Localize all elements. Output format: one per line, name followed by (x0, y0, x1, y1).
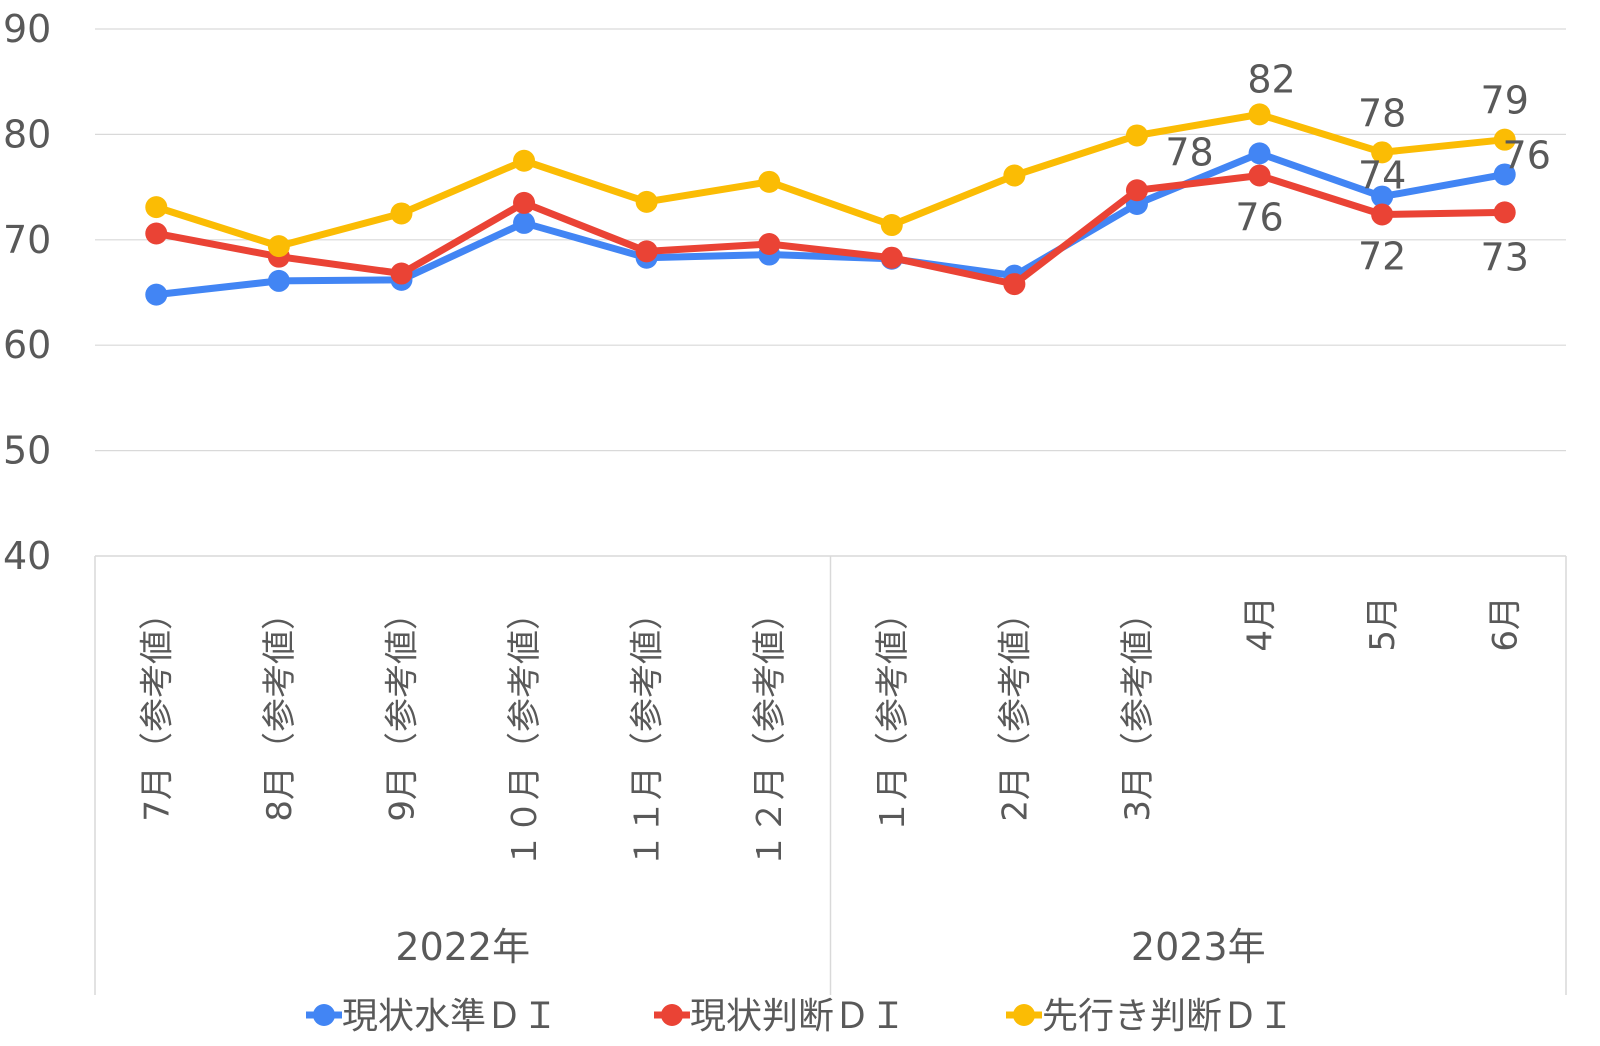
series-lines (145, 103, 1516, 306)
x-category-labels: 7月（参考値） 8月（参考値） 9月（参考値） １０月（参考値） １１月（参考値） １２月… (137, 596, 1525, 868)
series-point (145, 196, 168, 219)
series-line (152, 149, 1509, 299)
x-category-label: 6月 (1486, 596, 1526, 652)
series-point (635, 240, 658, 263)
y-tick-label: 60 (3, 323, 51, 367)
legend-label: 現状判断ＤＩ (690, 996, 906, 1037)
x-category-label: 2月（参考値） (995, 596, 1035, 822)
series-point (1248, 103, 1271, 126)
series-point (1125, 124, 1148, 147)
x-category-label: 9月（参考値） (382, 596, 422, 822)
axes (94, 555, 1567, 995)
series-point (635, 190, 658, 213)
series-point (1003, 273, 1026, 296)
data-label: 78 (1358, 91, 1406, 135)
series-point (1493, 128, 1516, 151)
x-category-label: 4月 (1241, 596, 1281, 652)
x-category-label: 5月 (1363, 596, 1403, 652)
legend-label: 先行き判断ＤＩ (1042, 996, 1294, 1037)
x-category-label: １２月（参考値） (750, 596, 790, 868)
series-line (152, 110, 1509, 250)
series-point (1248, 164, 1271, 187)
series-point (1371, 141, 1394, 164)
series-point (1371, 203, 1394, 226)
legend-label: 現状水準ＤＩ (342, 996, 558, 1037)
legend-swatch-marker (313, 1004, 335, 1026)
x-category-label: １０月（参考値） (505, 596, 545, 868)
series-point (1493, 163, 1516, 186)
series-point (1125, 179, 1148, 202)
series-point (513, 191, 536, 214)
y-tick-label: 40 (3, 534, 51, 578)
legend: 現状水準ＤＩ 現状判断ＤＩ 先行き判断ＤＩ (306, 996, 1294, 1037)
y-tick-label: 70 (3, 218, 51, 262)
series-point (145, 283, 168, 306)
series-line (152, 172, 1509, 288)
series-point (513, 211, 536, 234)
series-point (267, 235, 290, 258)
series-point (880, 246, 903, 269)
y-tick-label: 80 (3, 112, 51, 156)
data-label: 78 (1165, 130, 1213, 174)
data-label: 76 (1503, 133, 1551, 177)
x-category-label: １月（参考値） (873, 596, 913, 834)
series-point (267, 269, 290, 292)
series-point (758, 170, 781, 193)
data-label: 76 (1235, 196, 1283, 240)
data-label: 73 (1481, 235, 1529, 279)
data-label: 79 (1481, 79, 1529, 123)
x-group-label: 2023年 (1131, 925, 1266, 969)
series-point (390, 202, 413, 225)
series-point (390, 262, 413, 285)
x-category-label: １１月（参考値） (628, 596, 668, 868)
x-category-label: 7月（参考値） (137, 596, 177, 822)
data-labels: 78 74 76 76 72 73 82 78 79 (1165, 57, 1551, 279)
series-point (880, 214, 903, 237)
series-point (1371, 185, 1394, 208)
y-tick-labels: 40 50 60 70 80 90 (3, 7, 51, 578)
legend-swatch-marker (661, 1004, 683, 1026)
x-group-labels: 2022年 2023年 (395, 925, 1265, 969)
series-point (145, 222, 168, 245)
y-tick-label: 50 (3, 429, 51, 473)
legend-swatch-marker (1013, 1004, 1035, 1026)
x-group-label: 2022年 (395, 925, 530, 969)
series-point (1493, 201, 1516, 224)
series-point (1248, 142, 1271, 165)
data-label: 82 (1247, 57, 1295, 101)
series-point (758, 233, 781, 256)
x-category-label: 8月（参考値） (260, 596, 300, 822)
y-tick-label: 90 (3, 7, 51, 51)
data-label: 72 (1358, 235, 1406, 279)
x-category-label: 3月（参考値） (1118, 596, 1158, 822)
series-point (1003, 164, 1026, 187)
series-point (513, 149, 536, 172)
data-label: 74 (1358, 154, 1406, 198)
